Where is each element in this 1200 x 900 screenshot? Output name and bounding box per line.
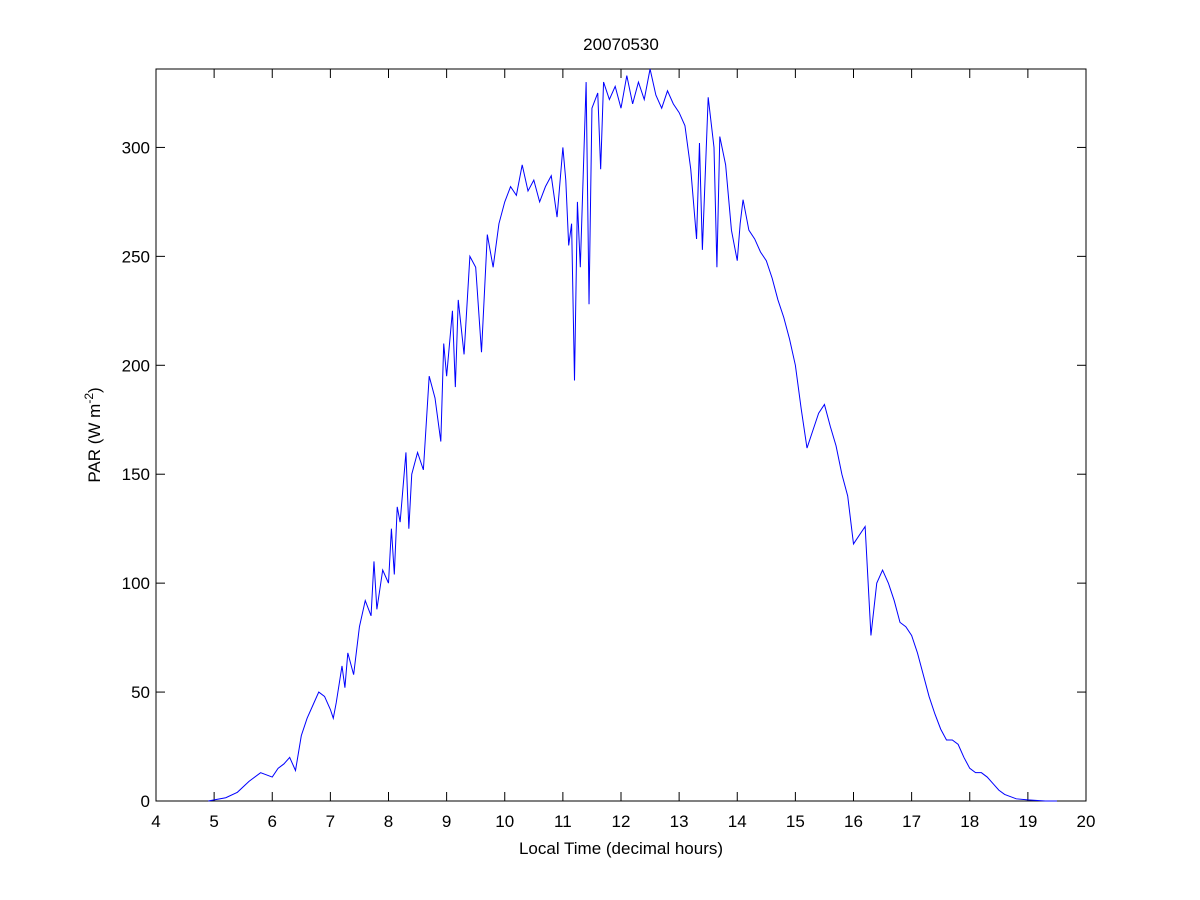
- x-tick-label: 20: [1077, 812, 1096, 831]
- data-line: [208, 68, 1057, 802]
- x-tick-label: 7: [326, 812, 335, 831]
- y-axis-label: PAR (W m-2): [82, 387, 104, 482]
- x-tick-label: 13: [670, 812, 689, 831]
- x-tick-label: 16: [844, 812, 863, 831]
- x-axis-label: Local Time (decimal hours): [519, 839, 723, 858]
- x-tick-label: 9: [442, 812, 451, 831]
- x-tick-label: 12: [612, 812, 631, 831]
- x-tick-label: 6: [268, 812, 277, 831]
- x-tick-label: 15: [786, 812, 805, 831]
- y-label-text: PAR (W m: [85, 404, 104, 483]
- y-tick-label: 150: [122, 465, 150, 484]
- y-tick-label: 200: [122, 356, 150, 375]
- y-tick-label: 100: [122, 574, 150, 593]
- x-tick-label: 17: [902, 812, 921, 831]
- y-tick-label: 50: [131, 683, 150, 702]
- x-tick-label: 4: [151, 812, 160, 831]
- x-tick-label: 18: [960, 812, 979, 831]
- y-label-superscript: -2: [82, 393, 96, 404]
- chart-title: 20070530: [583, 35, 659, 54]
- x-tick-label: 11: [554, 812, 572, 831]
- x-tick-label: 10: [495, 812, 514, 831]
- y-tick-label: 300: [122, 138, 150, 157]
- x-tick-label: 5: [209, 812, 218, 831]
- y-tick-label: 250: [122, 247, 150, 266]
- x-tick-label: 19: [1018, 812, 1037, 831]
- x-tick-label: 14: [728, 812, 747, 831]
- y-label-suffix: ): [85, 387, 104, 393]
- y-tick-label: 0: [141, 792, 150, 811]
- x-tick-label: 8: [384, 812, 393, 831]
